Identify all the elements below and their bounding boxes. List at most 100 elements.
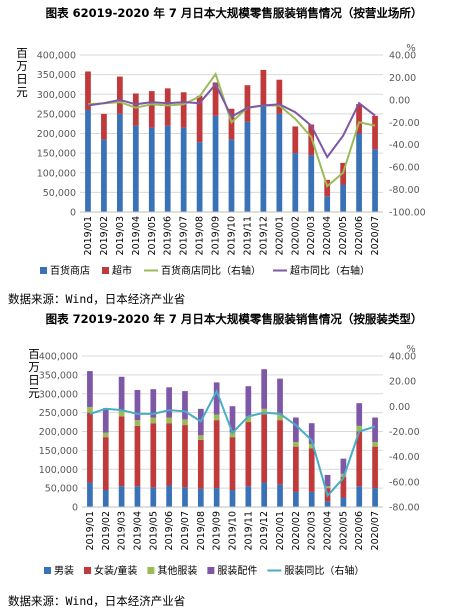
- chart1-y-tick-label: 350,000: [37, 70, 76, 81]
- chart2-bar-1: [340, 497, 347, 507]
- chart1-y-tick-label: 50,000: [43, 188, 76, 199]
- chart1-y-tick-label: 150,000: [37, 149, 76, 160]
- chart2-bar-3: [372, 442, 378, 447]
- chart1-bar-1: [180, 127, 187, 212]
- chart1-bar-2: [164, 88, 171, 126]
- chart1-x-tick-label: 2020/04: [322, 216, 333, 255]
- chart2-x-tick-label: 2019/08: [196, 511, 207, 550]
- chart2-bar-1: [87, 482, 93, 507]
- chart2-bar-2: [293, 446, 299, 492]
- chart2-bar-1: [166, 485, 172, 507]
- chart2-bar-2: [134, 425, 141, 487]
- chart2-bar-4: [150, 389, 157, 418]
- chart1-y2-tick-label: 40.00: [389, 51, 416, 62]
- chart2-bar-4: [245, 386, 252, 417]
- chart1-bar-2: [196, 95, 203, 143]
- chart2-x-tick-label: 2019/04: [132, 511, 143, 550]
- chart2-legend-label: 服装配件: [217, 564, 257, 577]
- chart2-ylabel: 元: [28, 386, 40, 400]
- chart2-bar-4: [182, 391, 188, 420]
- chart2-bar-2: [102, 437, 109, 491]
- chart2-y2-tick-label: -20.00: [389, 427, 420, 438]
- chart1-x-tick-label: 2019/05: [147, 216, 158, 255]
- chart1-x-tick-label: 2019/07: [179, 216, 190, 255]
- chart1-y2-tick-label: 20.00: [389, 73, 416, 84]
- chart1-x-tick-label: 2019/08: [195, 216, 206, 255]
- chart2-y-tick-label: 350,000: [39, 370, 78, 381]
- chart2-x-tick-label: 2019/03: [117, 511, 128, 550]
- chart2-bar-4: [340, 458, 347, 474]
- chart2-legend-swatch: [147, 567, 155, 574]
- chart1-x-tick-label: 2019/02: [99, 216, 110, 255]
- chart1-source: 数据来源：Wind，日本经济产业省: [8, 292, 186, 306]
- chart2-y-tick-label: 100,000: [39, 465, 78, 476]
- chart2-x-tick-label: 2020/02: [291, 511, 302, 550]
- chart2-bar-3: [102, 432, 109, 438]
- chart2-bar-2: [340, 476, 347, 498]
- chart2-bar-2: [356, 431, 363, 487]
- chart2-bar-3: [356, 425, 363, 432]
- chart2-bar-3: [324, 486, 331, 489]
- chart2-y-tick-label: 400,000: [39, 352, 78, 363]
- chart2-y-tick-label: 50,000: [45, 484, 78, 495]
- chart2-bar-2: [87, 412, 93, 483]
- chart2-bar-1: [213, 488, 220, 507]
- chart2-y-tick-label: 150,000: [39, 446, 78, 457]
- chart2-legend-swatch: [84, 567, 91, 574]
- chart1-bar-1: [164, 125, 171, 212]
- chart1-bar-1: [308, 155, 315, 212]
- chart2-bar-1: [118, 486, 125, 507]
- chart2-bar-4: [308, 423, 315, 444]
- chart2-y2-tick-label: 0.00: [389, 402, 410, 413]
- chart2-bar-4: [118, 376, 125, 411]
- chart2-bar-1: [102, 490, 109, 507]
- chart1-ylabel: 元: [16, 85, 28, 99]
- chart2-title: 图表 72019-2020 年 7 月日本大规模零售服装销售情况（按服装类型）: [45, 312, 423, 326]
- chart2-bar-2: [308, 448, 315, 492]
- chart1-bar-1: [196, 142, 203, 212]
- chart2-legend-label: 服装同比（右轴）: [284, 564, 364, 577]
- chart2-y-tick-label: 0: [72, 503, 78, 514]
- chart2-bar-1: [356, 486, 363, 507]
- chart1-plot: 0 50,000 100,000 150,000 200,000 250,000 300,0…: [16, 43, 425, 277]
- chart2-bar-4: [261, 369, 268, 409]
- chart2-bar-4: [324, 474, 331, 487]
- chart2-bar-3: [293, 442, 299, 447]
- chart2-bar-2: [197, 439, 204, 489]
- chart1-y2-tick-label: -40.00: [389, 140, 420, 151]
- chart1-bar-1: [340, 184, 347, 212]
- chart1-bar-2: [148, 91, 155, 128]
- chart2-x-tick-label: 2019/11: [243, 511, 254, 550]
- chart1-x-tick-label: 2019/06: [163, 216, 174, 255]
- chart1-ylabel: 日: [16, 72, 28, 86]
- chart2-y-tick-label: 300,000: [39, 389, 78, 400]
- chart2-x-tick-label: 2020/07: [370, 511, 381, 550]
- chart1-legend-label: 百货商店: [50, 264, 90, 277]
- chart1-bar-2: [132, 93, 139, 126]
- chart1-legend-label: 超市: [112, 264, 132, 277]
- chart1-bar-2: [244, 85, 251, 122]
- chart2-x-tick-label: 2020/06: [354, 511, 365, 550]
- chart2-bar-3: [229, 432, 236, 438]
- chart2-y2label: %: [406, 344, 416, 355]
- chart2-bar-4: [229, 406, 236, 433]
- chart2-x-tick-label: 2020/04: [323, 511, 334, 550]
- chart1-bar-1: [132, 125, 139, 212]
- chart1-bar-2: [276, 79, 283, 114]
- chart2-bar-2: [261, 414, 268, 483]
- chart2-x-tick-label: 2019/10: [228, 511, 239, 550]
- chart2-bar-1: [150, 487, 157, 507]
- chart2-bar-1: [245, 486, 252, 507]
- chart2-bar-1: [229, 490, 236, 507]
- chart2-x-tick-label: 2019/09: [212, 511, 223, 550]
- chart2-line-1: [89, 388, 376, 498]
- chart1-legend-swatch: [40, 267, 47, 274]
- chart2-bar-4: [372, 417, 378, 443]
- chart1-x-tick-label: 2019/09: [211, 216, 222, 255]
- chart2-ylabel: 日: [28, 373, 40, 387]
- chart1-line-2: [87, 82, 376, 159]
- chart1-x-tick-label: 2019/11: [242, 216, 253, 255]
- chart2-legend-label: 男装: [54, 564, 74, 577]
- chart2-bar-2: [118, 416, 125, 487]
- chart1-legend-swatch: [102, 267, 109, 274]
